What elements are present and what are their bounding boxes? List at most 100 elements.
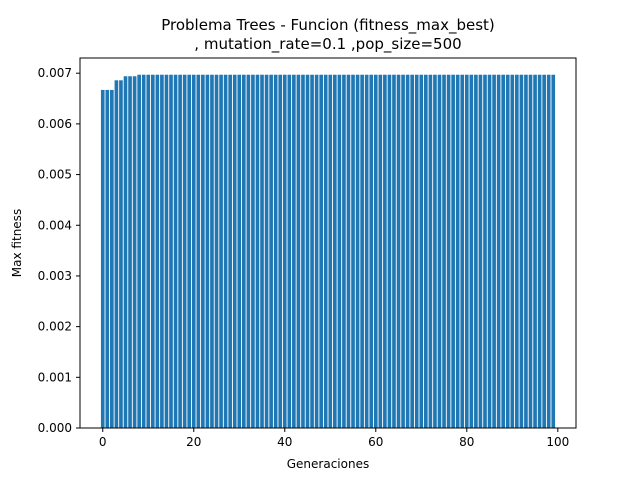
x-tick-label: 0 — [99, 435, 107, 449]
bar — [164, 74, 169, 428]
bar — [146, 74, 151, 428]
bar — [533, 74, 537, 428]
bar — [501, 74, 506, 428]
bar — [128, 76, 132, 428]
bar — [328, 74, 333, 428]
x-tick-label: 80 — [459, 435, 474, 449]
bar — [123, 76, 128, 428]
bar — [487, 74, 492, 428]
x-tick-label: 20 — [186, 435, 201, 449]
bar — [237, 74, 242, 428]
bar — [205, 74, 210, 428]
bar — [378, 74, 383, 428]
bar — [483, 74, 487, 428]
bar — [355, 74, 360, 428]
bar — [428, 74, 433, 428]
x-axis-label: Generaciones — [287, 457, 369, 471]
bar — [546, 74, 551, 428]
bar — [396, 74, 401, 428]
bar — [323, 74, 328, 428]
bar — [337, 74, 342, 428]
bar — [346, 74, 351, 428]
bar — [433, 74, 437, 428]
bar — [478, 74, 483, 428]
y-tick-label: 0.001 — [38, 370, 72, 384]
bar — [515, 74, 519, 428]
bar — [401, 74, 405, 428]
bar — [141, 74, 146, 428]
bar — [196, 74, 201, 428]
bar — [369, 74, 374, 428]
plot-frame — [79, 57, 577, 429]
bar — [314, 74, 319, 428]
bar — [492, 74, 496, 428]
bar — [451, 74, 455, 428]
bar — [342, 74, 346, 428]
y-tick-label: 0.003 — [38, 269, 72, 283]
bar — [496, 74, 501, 428]
bar — [182, 74, 187, 428]
bar — [405, 74, 410, 428]
bar — [119, 80, 123, 429]
bar — [464, 74, 469, 428]
x-axis-ticks: 0 20 40 60 80 100 — [99, 428, 569, 449]
y-tick-label: 0.007 — [38, 66, 72, 80]
bar — [296, 74, 301, 428]
bar — [442, 74, 446, 428]
bar — [269, 74, 273, 428]
bar — [524, 74, 528, 428]
bar — [105, 89, 110, 429]
bar — [228, 74, 232, 428]
x-tick-label: 100 — [546, 435, 569, 449]
bar — [455, 74, 460, 428]
bar — [537, 74, 542, 428]
y-tick-label: 0.002 — [38, 320, 72, 334]
x-tick-label: 60 — [368, 435, 383, 449]
bar — [187, 74, 192, 428]
y-axis-ticks: 0.000 0.001 0.002 0.003 0.004 0.005 0.006 0.007 — [38, 66, 80, 435]
bar — [542, 74, 546, 428]
bar — [100, 89, 105, 429]
bar — [414, 74, 419, 428]
bar — [219, 74, 223, 428]
bar — [551, 74, 556, 428]
bar — [201, 74, 205, 428]
bar — [178, 74, 182, 428]
bar — [210, 74, 214, 428]
x-tick-label: 40 — [277, 435, 292, 449]
y-tick-label: 0.005 — [38, 168, 72, 182]
bar — [419, 74, 424, 428]
y-tick-label: 0.006 — [38, 117, 72, 131]
bar — [528, 74, 533, 428]
bar — [469, 74, 474, 428]
bar — [246, 74, 251, 428]
bar — [292, 74, 296, 428]
bar — [137, 74, 141, 428]
bar — [373, 74, 378, 428]
bar — [333, 74, 337, 428]
bar — [446, 74, 451, 428]
bar — [273, 74, 278, 428]
bar — [424, 74, 428, 428]
bar — [155, 74, 160, 428]
bar — [114, 80, 119, 429]
bar — [410, 74, 414, 428]
bar — [160, 74, 164, 428]
bar — [474, 74, 478, 428]
bar — [287, 74, 292, 428]
bar — [110, 89, 114, 429]
bar — [510, 74, 515, 428]
bar — [505, 74, 510, 428]
bar — [282, 74, 287, 428]
bar — [242, 74, 246, 428]
bar — [150, 74, 155, 428]
y-axis-label: Max fitness — [10, 209, 24, 277]
y-tick-label: 0.000 — [38, 421, 72, 435]
bar — [310, 74, 314, 428]
y-tick-label: 0.004 — [38, 218, 72, 232]
bar — [351, 74, 355, 428]
bar — [319, 74, 323, 428]
bar — [223, 74, 228, 428]
bar — [169, 74, 173, 428]
